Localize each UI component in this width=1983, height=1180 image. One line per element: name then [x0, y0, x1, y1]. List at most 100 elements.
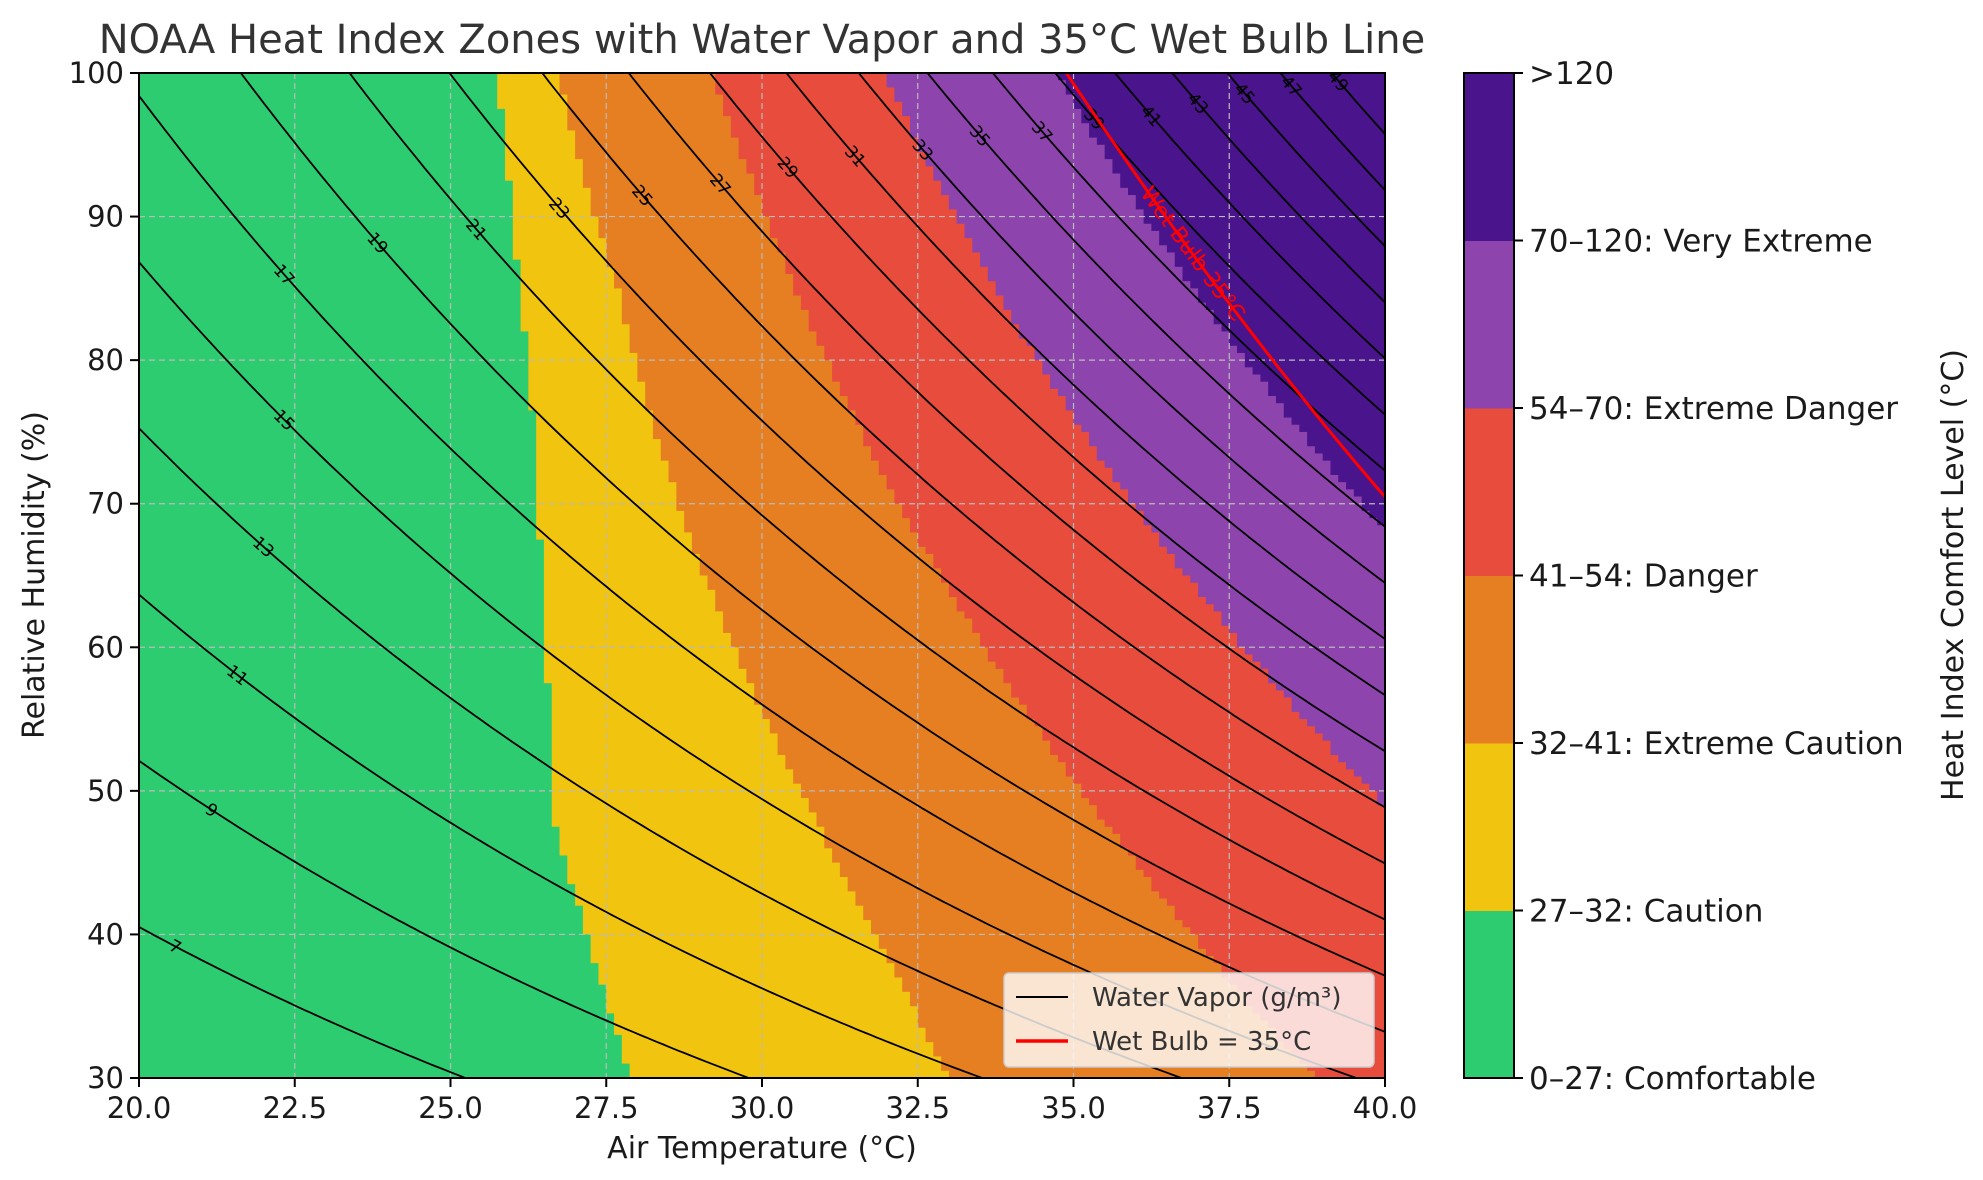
zone-cell [139, 711, 553, 720]
zone-cell [139, 424, 537, 433]
zone-cell [590, 187, 755, 196]
zone-cell [1346, 762, 1385, 770]
zone-cell [139, 281, 522, 289]
zone-cell [715, 597, 958, 605]
zone-cell [139, 948, 592, 957]
zone-cell [1011, 683, 1277, 691]
zone-cell [1221, 324, 1385, 333]
zone-cell [1198, 934, 1385, 943]
water-vapor-contour-31 [785, 73, 1385, 640]
zone-cell [676, 496, 895, 505]
zone-cell [738, 144, 919, 153]
zone-cell [598, 970, 895, 979]
zone-cell [139, 496, 537, 505]
zone-cell [575, 898, 857, 907]
zone-cell [824, 826, 1114, 835]
zone-cell [715, 604, 958, 612]
zone-cell [668, 460, 880, 469]
zone-cell [723, 94, 895, 103]
zone-cell [139, 769, 553, 778]
zone-cell [1190, 575, 1385, 584]
zone-cell [139, 116, 506, 124]
zone-cell [871, 927, 1191, 936]
zone-cell [582, 912, 864, 921]
zone-cell [1065, 762, 1347, 770]
zone-cell [909, 130, 1090, 139]
zone-cell [987, 654, 1254, 663]
zone-cell [684, 510, 903, 519]
zone-cell [543, 611, 724, 620]
zone-cell [497, 101, 568, 110]
zone-cell [543, 597, 716, 605]
legend: Water Vapor (g/m³) Wet Bulb = 35°C [1003, 972, 1375, 1068]
zone-cell [800, 790, 1082, 799]
zone-cell [652, 431, 864, 440]
zone-cell [139, 776, 553, 785]
zone-cell [754, 690, 1012, 699]
zone-cell [139, 676, 545, 684]
zone-cell [1283, 403, 1385, 411]
zone-cell [1112, 826, 1385, 835]
zone-cell [567, 94, 724, 103]
zone-cell [536, 439, 662, 447]
zone-cell [139, 884, 576, 892]
zone-cell [1143, 869, 1385, 878]
zone-cell [1166, 898, 1385, 907]
zone-cell [785, 252, 981, 261]
zone-cell [543, 553, 701, 562]
zone-cell [598, 230, 771, 239]
zone-cell [785, 259, 981, 268]
zone-cell [567, 108, 724, 117]
zone-cell [543, 582, 709, 591]
zone-cell [933, 553, 1176, 562]
zone-cell [139, 740, 553, 749]
x-tick-label: 37.5 [1197, 1091, 1262, 1125]
zone-cell [832, 848, 1129, 857]
zone-cell [1018, 324, 1223, 333]
zone-cell [847, 403, 1067, 411]
x-axis-label: Air Temperature (°C) [607, 1131, 917, 1166]
zone-cell [543, 640, 732, 648]
zone-cell [543, 604, 716, 612]
zone-cell [139, 166, 506, 175]
zone-cell [543, 575, 709, 584]
zone-cell [1096, 453, 1324, 462]
zone-cell [730, 130, 911, 139]
zone-cell [139, 159, 506, 167]
zone-cell [824, 345, 1036, 354]
zone-cell [1237, 632, 1385, 641]
zone-cell [1081, 108, 1385, 117]
zone-cell [1322, 733, 1385, 742]
zone-cell [551, 819, 818, 828]
zone-cell [964, 230, 1160, 239]
zone-cell [567, 862, 841, 871]
legend-box [1003, 972, 1375, 1068]
zone-cell [972, 245, 1168, 254]
zone-cell [606, 259, 786, 268]
zone-cell [139, 898, 576, 907]
zone-cell [551, 754, 786, 763]
zone-cell [816, 819, 1106, 828]
zone-cell [497, 94, 568, 103]
zone-cell [606, 238, 779, 246]
zone-cell [520, 288, 623, 297]
zone-cell [1190, 281, 1385, 289]
zone-cell [1361, 503, 1385, 512]
zone-cell [1198, 941, 1385, 950]
zone-cell [139, 123, 506, 132]
zone-cell [139, 963, 600, 971]
zone-cell [1011, 309, 1215, 318]
zone-cell [1135, 855, 1385, 864]
zone-cell [497, 73, 561, 81]
zone-cell [972, 625, 1230, 634]
zone-cell [139, 223, 514, 232]
zone-cell [1377, 790, 1385, 799]
colorbar-segment [1464, 743, 1514, 911]
zone-cell [769, 216, 958, 225]
zone-cell [824, 352, 1036, 361]
zone-cell [863, 905, 1176, 914]
zone-cell [762, 202, 950, 210]
zone-cell [139, 790, 553, 799]
zone-cell [512, 202, 592, 210]
